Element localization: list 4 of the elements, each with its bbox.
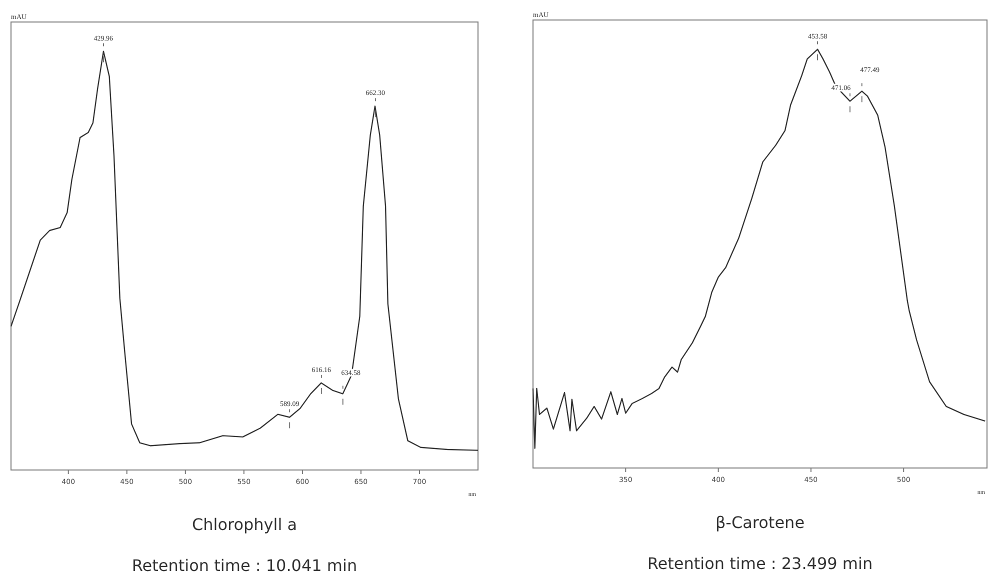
- text: β-Carotene: [715, 513, 805, 532]
- text: Chlorophyll a: [192, 515, 298, 534]
- text: Retention time : 23.499 min: [647, 554, 873, 573]
- text: Retention time : 10.041 min: [132, 556, 358, 575]
